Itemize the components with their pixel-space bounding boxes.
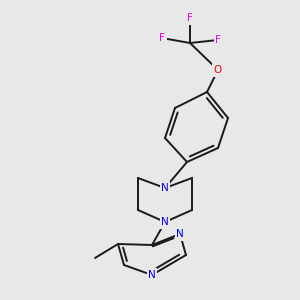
- Text: O: O: [214, 65, 222, 75]
- Text: N: N: [161, 183, 169, 193]
- Text: F: F: [187, 13, 193, 23]
- Text: F: F: [215, 35, 221, 45]
- Text: F: F: [159, 33, 165, 43]
- Text: N: N: [148, 270, 156, 280]
- Text: N: N: [176, 229, 184, 239]
- Text: N: N: [161, 217, 169, 227]
